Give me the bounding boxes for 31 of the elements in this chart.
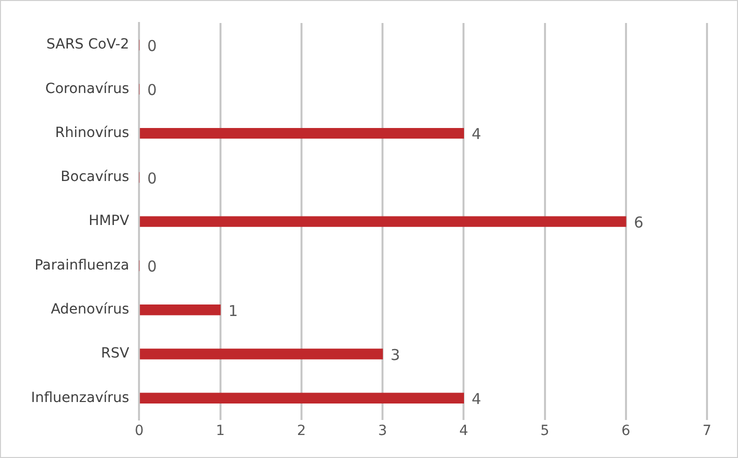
data-label: 6 — [634, 213, 644, 232]
data-label: 0 — [147, 36, 157, 55]
x-tick-label: 6 — [621, 423, 630, 440]
data-label: 1 — [228, 302, 238, 320]
x-tick-label: 0 — [134, 423, 144, 440]
x-tick-label: 3 — [378, 423, 388, 440]
y-tick-label: RSV — [101, 346, 130, 362]
data-label: 3 — [390, 346, 400, 364]
data-label: 0 — [147, 81, 157, 100]
data-label: 0 — [147, 258, 157, 276]
data-label: 4 — [472, 390, 482, 408]
y-tick-label: Influenzavírus — [30, 390, 130, 406]
bar — [140, 128, 464, 139]
y-tick-label: Parainfluenza — [34, 257, 130, 274]
bar — [140, 348, 383, 360]
data-label: 0 — [147, 169, 157, 188]
x-tick-label: 5 — [540, 423, 550, 440]
y-tick-label: SARS CoV-2 — [46, 36, 130, 53]
y-tick-label: Coronavírus — [45, 80, 130, 97]
x-tick-label: 4 — [459, 423, 468, 440]
y-tick-label: Rhinovírus — [55, 124, 130, 141]
y-tick-label: Adenovírus — [50, 302, 130, 318]
bar — [140, 392, 464, 404]
x-tick-label: 7 — [702, 423, 712, 440]
x-tick-label: 2 — [296, 423, 306, 440]
y-tick-label: HMPV — [88, 213, 130, 230]
y-tick-label: Bocavírus — [60, 169, 130, 186]
x-tick-label: 1 — [216, 423, 225, 440]
data-label: 4 — [472, 125, 482, 144]
bar — [140, 304, 221, 316]
bar — [140, 216, 626, 227]
